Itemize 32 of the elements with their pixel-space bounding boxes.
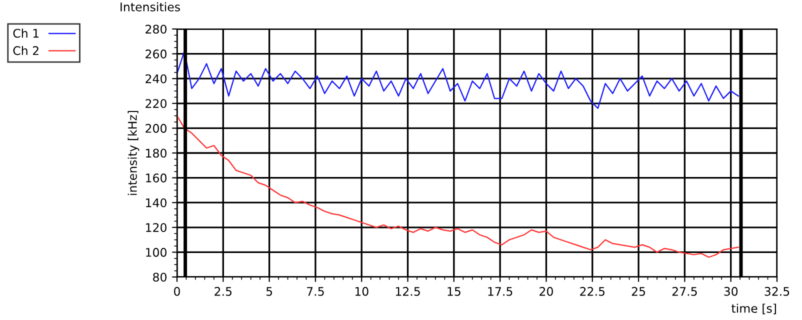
y-tick-label: 200 [146, 124, 166, 133]
x-tick-label: 30 [724, 286, 738, 296]
x-axis-title: time [s] [732, 304, 776, 314]
x-tick-label: 0 [174, 286, 180, 296]
x-tick-label: 32.5 [764, 286, 790, 296]
x-tick-label: 15 [448, 287, 460, 296]
y-tick-label: 240 [146, 74, 166, 84]
y-axis-title: intensity [kHz] [128, 110, 140, 195]
line-series [177, 115, 739, 258]
x-tick-label: 2.5 [214, 286, 232, 296]
y-tick-label: 220 [146, 99, 166, 108]
x-tick-label: 20 [540, 286, 553, 296]
y-tick-label: 100 [146, 248, 166, 257]
y-tick-label: 160 [146, 174, 166, 182]
y-tick-label: 280 [146, 24, 166, 34]
x-tick-label: 12.5 [396, 286, 420, 296]
x-tick-label: 25 [632, 286, 646, 296]
x-tick-label: 10 [355, 286, 368, 296]
y-tick-label: 80 [153, 272, 166, 282]
x-tick-label: 22.5 [580, 286, 604, 296]
y-tick-label: 120 [146, 223, 166, 232]
x-tick-label: 17.5 [488, 287, 512, 296]
x-tick-label: 5 [266, 287, 272, 296]
y-tick-label: 140 [146, 198, 166, 208]
x-tick-label: 27.5 [672, 286, 697, 296]
legend-label: Ch 1 [13, 28, 39, 38]
y-tick-label: 180 [146, 148, 166, 158]
legend-label: Ch 2 [13, 46, 38, 56]
chart-title: Intensities [120, 2, 180, 12]
x-tick-label: 7.5 [307, 287, 324, 296]
line-series [177, 50, 739, 109]
y-tick-label: 260 [146, 50, 166, 58]
